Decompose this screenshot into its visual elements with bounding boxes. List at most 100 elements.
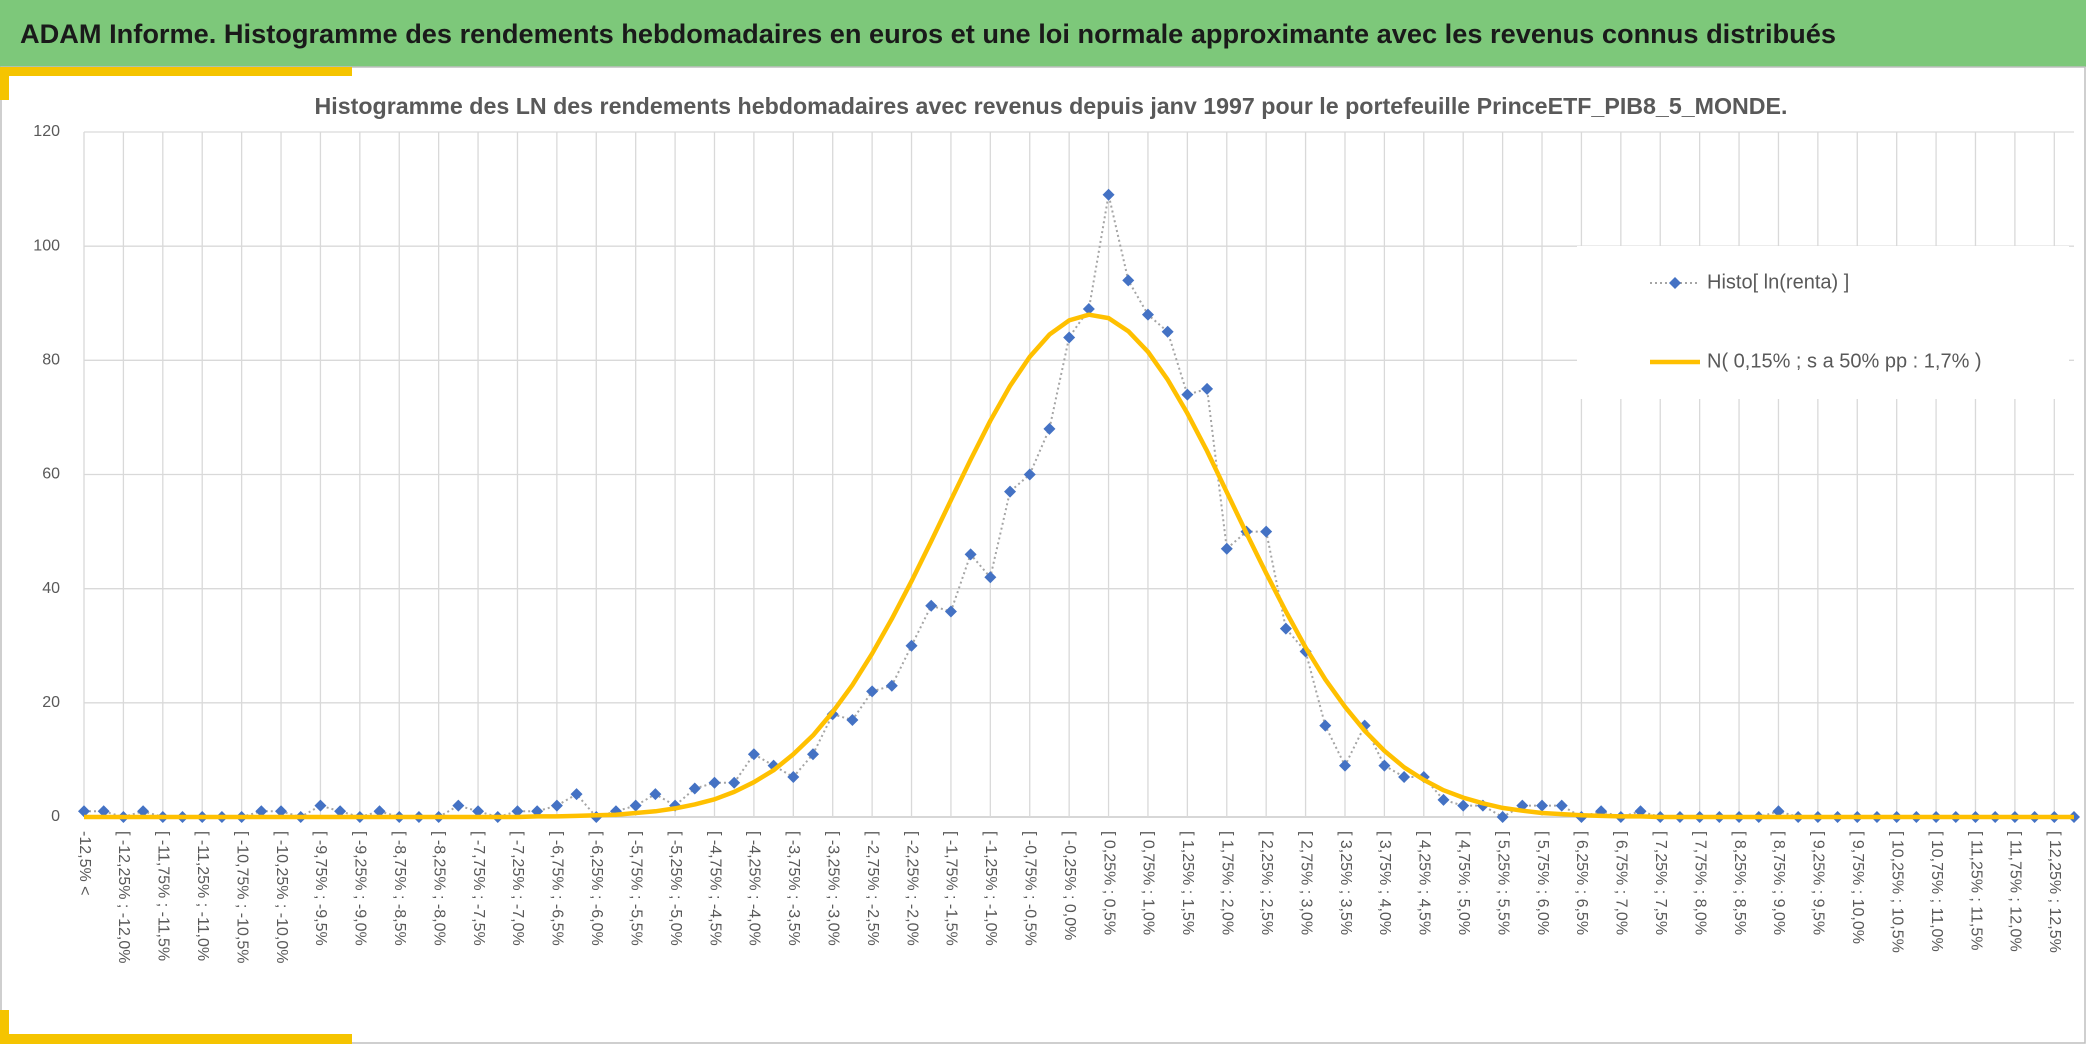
data-point: [1043, 422, 1056, 435]
x-tick-label: [ 5,75% ; 6,0%: [1534, 831, 1551, 935]
x-tick-label: [ 7,75% ; 8,0%: [1691, 831, 1708, 935]
data-point: [1023, 468, 1036, 481]
x-tick-label: [ 3,75% ; 4,0%: [1376, 831, 1393, 935]
data-point: [728, 776, 741, 789]
plot-area: 0 20 40 60 80 100 120 -12,5% < [ -12,25% ; -12,0…: [33, 123, 2080, 964]
x-tick-label: [ -11,25% ; -11,0%: [194, 831, 211, 961]
data-point: [570, 788, 583, 801]
x-tick-label: [ 0,75% ; 1,0%: [1140, 831, 1157, 935]
legend-marker: [1669, 277, 1681, 289]
corner-accent: [0, 1010, 352, 1044]
x-tick-label: [ 1,25% ; 1,5%: [1179, 831, 1196, 935]
y-tick-label: 0: [51, 808, 60, 825]
data-point: [747, 748, 760, 761]
data-point: [1279, 622, 1292, 635]
y-tick-label: 20: [42, 694, 60, 711]
data-point: [1102, 188, 1115, 201]
x-tick-label: [ 0,25% ; 0,5%: [1100, 831, 1117, 935]
x-tick-label: [ -11,75% ; -11,5%: [155, 831, 172, 961]
data-point: [807, 748, 820, 761]
series-line: [84, 193, 2074, 818]
data-point: [275, 805, 288, 818]
data-point: [472, 805, 485, 818]
x-tick-label: [ -4,75% ; -4,5%: [706, 831, 723, 946]
data-point: [550, 799, 563, 812]
data-point: [708, 776, 721, 789]
y-tick-label: 80: [42, 352, 60, 369]
legend-label: Histo[ ln(renta) ]: [1707, 271, 1849, 293]
data-point: [1319, 719, 1332, 732]
header-title: ADAM Informe. Histogramme des rendements…: [20, 19, 1836, 49]
x-tick-label: [ 5,25% ; 5,5%: [1494, 831, 1511, 935]
x-tick-label: [ -8,75% ; -8,5%: [391, 831, 408, 946]
data-point: [255, 805, 268, 818]
x-tick-label: [ -10,25% ; -10,0%: [273, 831, 290, 964]
data-point: [1004, 485, 1017, 498]
x-tick-label: [ -7,25% ; -7,0%: [509, 831, 526, 946]
x-tick-label: [ -9,75% ; -9,5%: [312, 831, 329, 946]
data-point: [1496, 811, 1509, 823]
x-tick-label: [ 3,25% ; 3,5%: [1337, 831, 1354, 935]
x-tick-label: [ 8,25% ; 8,5%: [1731, 831, 1748, 935]
data-point: [314, 799, 327, 812]
data-point: [866, 685, 879, 698]
data-point: [1260, 525, 1273, 538]
y-tick-label: 40: [42, 580, 60, 597]
legend-label: N( 0,15% ; s a 50% pp : 1,7% ): [1707, 350, 1982, 372]
x-tick-label: [ -1,75% ; -1,5%: [943, 831, 960, 946]
data-point: [885, 679, 898, 692]
x-tick-label: [ 11,75% ; 12,0%: [2007, 831, 2024, 952]
x-tick-label: [ 2,75% ; 3,0%: [1297, 831, 1314, 935]
x-tick-label: [ -8,25% ; -8,0%: [430, 831, 447, 946]
x-tick-label: [ -9,25% ; -9,0%: [352, 831, 369, 946]
legend-box: [1577, 246, 2069, 399]
data-point: [1220, 542, 1233, 555]
data-point: [511, 805, 524, 818]
chart-title: Histogramme des LN des rendements hebdom…: [315, 93, 1788, 119]
data-point: [1201, 382, 1214, 395]
data-point: [944, 605, 957, 618]
x-tick-label: [ 6,75% ; 7,0%: [1613, 831, 1630, 935]
x-tick-label: [ 2,25% ; 2,5%: [1258, 831, 1275, 935]
x-tick-label: [ -5,25% ; -5,0%: [667, 831, 684, 946]
x-tick-label: [ 10,75% ; 11,0%: [1928, 831, 1945, 952]
data-point: [1772, 805, 1785, 818]
x-tick-label: [ -0,25% ; 0,0%: [1061, 831, 1078, 940]
x-tick-label: [ -3,25% ; -3,0%: [824, 831, 841, 946]
x-tick-label: [ 9,75% ; 10,0%: [1849, 831, 1866, 944]
x-tick-label: [ 8,75% ; 9,0%: [1770, 831, 1787, 935]
x-tick-label: [ -2,25% ; -2,0%: [903, 831, 920, 946]
x-tick-label: [ -10,75% ; -10,5%: [233, 831, 250, 964]
x-tick-label: [ -1,25% ; -1,0%: [982, 831, 999, 946]
data-point: [373, 805, 386, 818]
x-tick-label: [ -12,25% ; -12,0%: [115, 831, 132, 964]
data-point: [452, 799, 465, 812]
y-tick-label: 120: [33, 123, 60, 140]
data-point: [846, 713, 859, 726]
x-tick-label: [ 10,25% ; 10,5%: [1888, 831, 1905, 953]
x-tick-label: [ -2,75% ; -2,5%: [864, 831, 881, 946]
data-point: [97, 805, 110, 818]
x-tick-label: [ -5,75% ; -5,5%: [627, 831, 644, 946]
x-tick-label: [ -7,75% ; -7,5%: [470, 831, 487, 946]
x-tick-label: [ 7,25% ; 7,5%: [1652, 831, 1669, 935]
x-tick-label: -12,5% <: [76, 831, 93, 895]
x-tick-label: [ 11,25% ; 11,5%: [1967, 831, 1984, 950]
y-tick-label: 60: [42, 466, 60, 483]
x-tick-label: [ 4,25% ; 4,5%: [1416, 831, 1433, 935]
data-point: [1437, 793, 1450, 806]
data-point: [905, 639, 918, 652]
data-point: [1063, 331, 1076, 344]
data-point: [1181, 388, 1194, 401]
data-point: [1398, 771, 1411, 784]
data-point: [1161, 325, 1174, 338]
data-point: [629, 799, 642, 812]
x-tick-label: [ -6,75% ; -6,5%: [549, 831, 566, 946]
x-tick-label: [ 4,75% ; 5,0%: [1455, 831, 1472, 935]
data-point: [1536, 799, 1549, 812]
x-tick-label: [ -0,75% ; -0,5%: [1022, 831, 1039, 946]
corner-accent: [0, 67, 352, 100]
data-point: [1141, 308, 1154, 321]
x-tick-label: [ 6,25% ; 6,5%: [1573, 831, 1590, 935]
